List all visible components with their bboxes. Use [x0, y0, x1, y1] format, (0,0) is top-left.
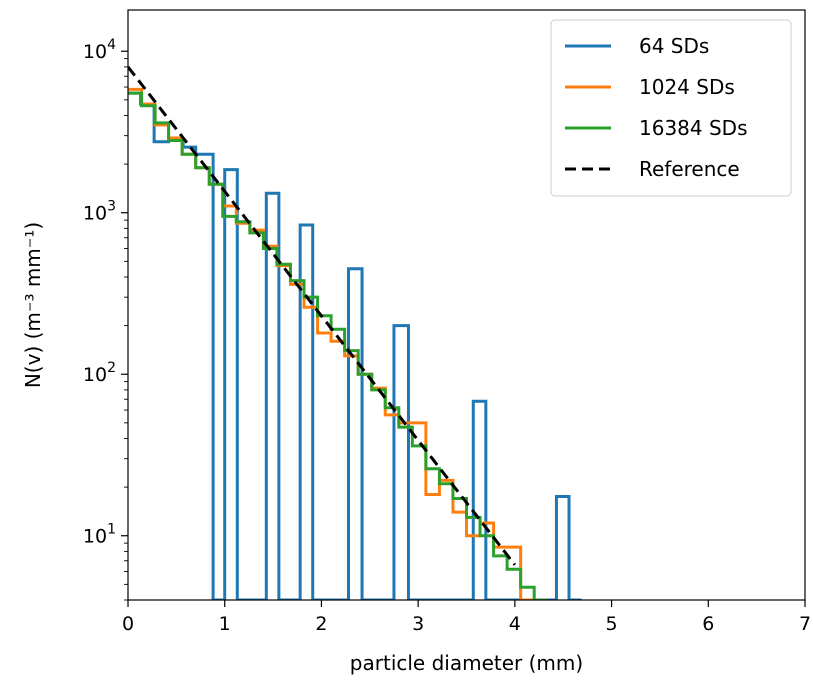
- legend-label: 64 SDs: [639, 34, 709, 58]
- x-tick-label: 3: [412, 613, 424, 635]
- y-tick-label: 101: [83, 522, 116, 548]
- y-tick-label: 102: [83, 360, 116, 386]
- x-ticks: 0 1 2 3 4 5 6 7: [122, 600, 811, 635]
- x-tick-label: 7: [799, 613, 811, 635]
- legend-box: [550, 19, 792, 197]
- x-tick-label: 4: [509, 613, 521, 635]
- y-ticks: 101 102 103 104: [83, 37, 128, 601]
- y-tick-label: 104: [83, 37, 116, 63]
- x-tick-label: 1: [219, 613, 231, 635]
- legend: 64 SDs 1024 SDs 16384 SDs Reference: [550, 19, 792, 197]
- legend-label: 16384 SDs: [639, 116, 748, 140]
- axes-frame: [127, 9, 806, 601]
- x-tick-label: 0: [122, 613, 134, 635]
- x-tick-label: 5: [606, 613, 618, 635]
- x-tick-label: 6: [702, 613, 714, 635]
- series-layer: [128, 65, 582, 600]
- legend-label: Reference: [639, 157, 740, 181]
- y-tick-label: 103: [83, 199, 116, 225]
- y-axis-label: N(v) (m⁻³ mm⁻¹): [21, 222, 45, 388]
- series-reference: [128, 65, 517, 566]
- x-axis-label: particle diameter (mm): [350, 651, 583, 675]
- legend-label: 1024 SDs: [639, 75, 735, 99]
- x-tick-label: 2: [315, 613, 327, 635]
